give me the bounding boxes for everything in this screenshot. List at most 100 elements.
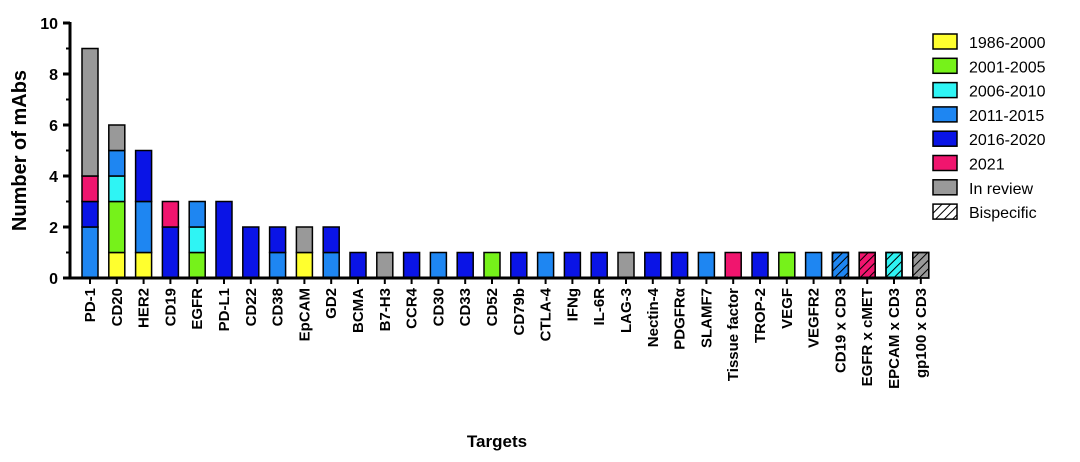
bar-segment bbox=[804, 251, 823, 279]
bar-segment bbox=[268, 226, 287, 254]
legend-label: 1986-2000 bbox=[969, 35, 1046, 52]
bar-segment bbox=[81, 175, 99, 203]
bar-segment bbox=[268, 251, 287, 279]
x-tick-label: LAG-3 bbox=[618, 288, 635, 333]
bar-segment bbox=[108, 149, 126, 177]
bar-hatch bbox=[885, 251, 903, 279]
bar-segment bbox=[188, 226, 206, 254]
x-tick-label: IL-6R bbox=[591, 288, 608, 326]
legend-label: 2021 bbox=[969, 157, 1005, 174]
bar-segment bbox=[456, 251, 474, 279]
bar-hatch bbox=[831, 251, 850, 279]
bar-segment bbox=[295, 226, 314, 254]
y-axis-title: Number of mAbs bbox=[9, 70, 31, 231]
legend-swatch bbox=[932, 130, 958, 147]
legend-swatch bbox=[932, 106, 958, 123]
bar-segment bbox=[563, 251, 582, 279]
x-tick-label: Tissue factor bbox=[725, 288, 742, 381]
x-tick-label: CD38 bbox=[270, 288, 287, 326]
bar-segment bbox=[108, 200, 126, 254]
x-tick-label: CD52 bbox=[484, 288, 501, 326]
bar-segment bbox=[108, 175, 126, 203]
bar-segment bbox=[188, 251, 206, 279]
bar-segment bbox=[108, 124, 126, 152]
x-tick-label: CD33 bbox=[457, 288, 474, 326]
bar-segment bbox=[242, 226, 260, 279]
x-tick-label: IFNg bbox=[564, 288, 581, 321]
x-tick-label: CD19 bbox=[162, 288, 179, 326]
bar-segment bbox=[402, 251, 421, 279]
legend-label: In review bbox=[969, 181, 1033, 198]
bar-segment bbox=[134, 149, 153, 203]
y-tick-label: 6 bbox=[49, 118, 58, 135]
bar-segment bbox=[81, 226, 99, 279]
y-tick-label: 8 bbox=[49, 67, 58, 84]
x-tick-label: PDGFRα bbox=[672, 287, 689, 350]
bar-segment bbox=[376, 251, 394, 279]
x-tick-label: EPCAM x CD3 bbox=[886, 288, 903, 389]
bar-segment bbox=[161, 226, 180, 279]
x-tick-label: B7-H3 bbox=[377, 288, 394, 331]
bar-segment bbox=[322, 226, 340, 254]
bar-segment bbox=[644, 251, 662, 279]
legend-label: Bispecific bbox=[969, 205, 1037, 222]
legend-label: 2011-2015 bbox=[969, 108, 1044, 125]
x-axis-title: Targets bbox=[467, 432, 527, 451]
bar-segment bbox=[81, 200, 99, 228]
x-tick-label: PD-1 bbox=[82, 288, 99, 322]
x-tick-label: CD22 bbox=[243, 288, 260, 326]
bar-segment bbox=[617, 251, 635, 279]
labels-group: PD-1 CD20 HER2 CD19 EGFR PD-L1 CD22 CD38 EpCAM GD… bbox=[9, 16, 930, 451]
axes-group bbox=[63, 21, 922, 284]
bar-segment bbox=[188, 200, 206, 228]
legend-swatch bbox=[932, 33, 958, 50]
legend-label: 2001-2005 bbox=[969, 59, 1046, 76]
bar-segment bbox=[536, 251, 555, 279]
y-tick-label: 2 bbox=[49, 220, 58, 237]
x-tick-label: CD19 x CD3 bbox=[832, 288, 849, 373]
bar-segment bbox=[670, 251, 689, 279]
x-tick-label: TROP-2 bbox=[752, 288, 769, 343]
bars-group bbox=[81, 47, 930, 279]
x-tick-label: BCMA bbox=[350, 288, 367, 333]
x-tick-label: gp100 x CD3 bbox=[913, 288, 930, 378]
legend-swatch bbox=[932, 57, 958, 75]
legend-swatch bbox=[932, 81, 958, 99]
x-tick-label: HER2 bbox=[136, 288, 153, 328]
legend-swatch bbox=[932, 179, 958, 196]
x-tick-label: CD20 bbox=[109, 288, 126, 326]
bar-segment bbox=[751, 251, 769, 279]
bar-segment bbox=[510, 251, 528, 279]
x-tick-label: CCR4 bbox=[404, 287, 421, 328]
x-tick-label: EGFR x cMET bbox=[859, 288, 876, 386]
bar-segment bbox=[429, 251, 448, 279]
bar-segment bbox=[322, 251, 340, 279]
x-tick-label: CD30 bbox=[430, 288, 447, 326]
x-tick-label: Nectin-4 bbox=[645, 287, 662, 347]
legend-swatch bbox=[932, 154, 958, 172]
bar-hatch bbox=[858, 251, 876, 279]
bar-segment bbox=[295, 251, 314, 279]
x-tick-label: GD2 bbox=[323, 288, 340, 319]
bar-segment bbox=[483, 251, 501, 279]
x-tick-label: VEGFR2 bbox=[806, 288, 823, 348]
x-tick-label: SLAMF7 bbox=[698, 288, 715, 348]
bar-segment bbox=[161, 200, 180, 228]
bar-segment bbox=[590, 251, 608, 279]
legend-swatch bbox=[932, 203, 958, 220]
y-tick-label: 4 bbox=[49, 169, 58, 186]
bar-segment bbox=[215, 200, 233, 279]
x-tick-label: PD-L1 bbox=[216, 288, 233, 331]
y-tick-label: 0 bbox=[49, 271, 58, 288]
x-tick-label: VEGF bbox=[779, 288, 796, 329]
x-tick-label: EpCAM bbox=[296, 288, 313, 341]
bar-segment bbox=[697, 251, 716, 279]
bar-segment bbox=[134, 251, 153, 279]
bar-segment bbox=[81, 47, 99, 177]
y-tick-label: 10 bbox=[40, 16, 58, 33]
bar-segment bbox=[349, 251, 367, 279]
bar-segment bbox=[724, 251, 742, 279]
bar-hatch bbox=[912, 251, 930, 279]
x-tick-label: CD79b bbox=[511, 288, 528, 336]
